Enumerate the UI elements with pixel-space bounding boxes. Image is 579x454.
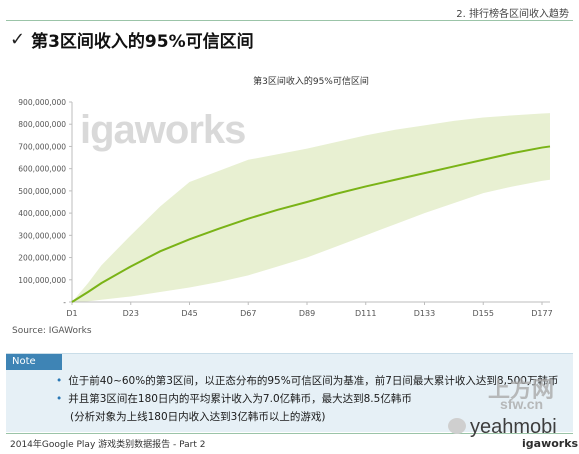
note-line: (分析对象为上线180日内收入达到3亿韩币以上的游戏) — [70, 408, 558, 426]
note-text-3: (分析对象为上线180日内收入达到3亿韩币以上的游戏) — [70, 411, 326, 423]
bullet-icon: • — [56, 393, 63, 405]
x-tick-label: D23 — [123, 309, 139, 318]
source-note: Source: IGAWorks — [12, 326, 92, 336]
slide-title: 第3区间收入的95%可信区间 — [31, 31, 254, 52]
y-tick-label: 200,000,000 — [18, 254, 66, 263]
x-tick-label: D133 — [414, 309, 435, 318]
yeahmobi-watermark: yeahmobi — [470, 416, 557, 438]
section-label: 2. 排行榜各区间收入趋势 — [456, 9, 569, 20]
x-tick-label: D89 — [299, 309, 315, 318]
note-text-2: 并且第3区间在180日内的平均累计收入为7.0亿韩币，最大达到8.5亿韩币 — [68, 393, 412, 405]
note-lines: • 位于前40~60%的第3区间，以正态分布的95%可信区间为基准，前7日间最大累… — [56, 372, 558, 426]
y-tick-label: - — [63, 298, 66, 307]
confidence-band — [72, 113, 550, 302]
sfw-watermark: sfw.cn — [500, 396, 544, 412]
header-divider — [6, 20, 573, 21]
header-bar: 2. 排行榜各区间收入趋势 — [0, 0, 579, 24]
chart-title: 第3区间收入的95%可信区间 — [253, 75, 369, 87]
y-tick-label: 800,000,000 — [18, 120, 66, 129]
y-tick-label: 100,000,000 — [18, 276, 66, 285]
igaworks-logo: igaworks — [522, 437, 579, 450]
note-line: • 并且第3区间在180日内的平均累计收入为7.0亿韩币，最大达到8.5亿韩币 — [56, 390, 558, 408]
note-text-1: 位于前40~60%的第3区间，以正态分布的95%可信区间为基准，前7日间最大累计… — [68, 375, 559, 387]
x-tick-label: D45 — [181, 309, 197, 318]
title-row: ✓ 第3区间收入的95%可信区间 — [10, 26, 254, 52]
mean-series-line — [71, 145, 551, 303]
x-tick-label: D177 — [531, 309, 552, 318]
y-tick-label: 600,000,000 — [18, 165, 66, 174]
x-tick-label: D67 — [240, 309, 256, 318]
x-tick-label: D155 — [473, 309, 494, 318]
footer-text: 2014年Google Play 游戏类别数据报告 - Part 2 — [10, 440, 206, 450]
shangfang-watermark: 上方网 — [488, 377, 555, 402]
y-tick-label: 500,000,000 — [18, 187, 66, 196]
footer-divider — [6, 433, 573, 434]
note-box: Note • 位于前40~60%的第3区间，以正态分布的95%可信区间为基准，前7… — [6, 353, 573, 432]
x-tick-label: D111 — [355, 309, 376, 318]
y-tick-label: 900,000,000 — [18, 98, 66, 107]
y-tick-label: 700,000,000 — [18, 142, 66, 151]
wechat-icon — [448, 418, 466, 434]
bullet-icon: • — [56, 375, 63, 387]
note-line: • 位于前40~60%的第3区间，以正态分布的95%可信区间为基准，前7日间最大累… — [56, 372, 558, 390]
y-tick-label: 300,000,000 — [18, 231, 66, 240]
y-tick-label: 400,000,000 — [18, 209, 66, 218]
chart: 第3区间收入的95%可信区间 - 100,000,000 200,000,000 300… — [0, 60, 579, 335]
chart-svg: 第3区间收入的95%可信区间 - 100,000,000 200,000,000 300… — [18, 75, 552, 318]
check-icon: ✓ — [10, 28, 26, 50]
x-tick-label: D1 — [66, 309, 77, 318]
note-tag: Note — [6, 354, 62, 370]
igaworks-watermark: igaworks — [80, 108, 246, 152]
